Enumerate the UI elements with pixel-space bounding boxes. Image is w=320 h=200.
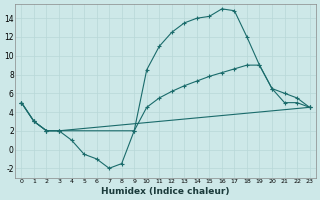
X-axis label: Humidex (Indice chaleur): Humidex (Indice chaleur)	[101, 187, 230, 196]
